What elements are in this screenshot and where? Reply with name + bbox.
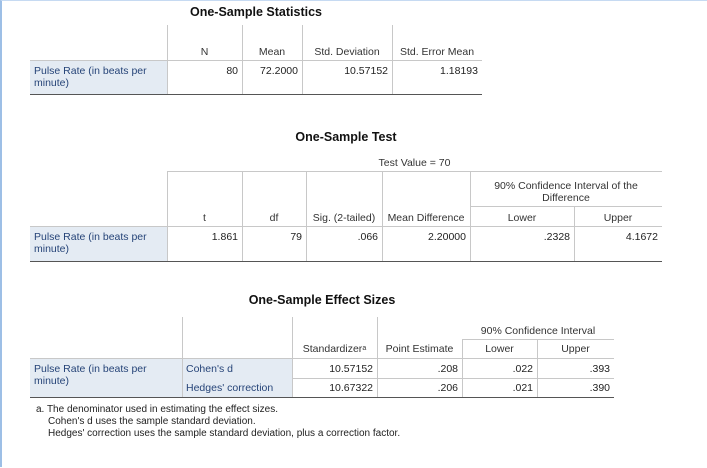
- column-header: Point Estimate: [377, 317, 462, 357]
- row-sublabel: Cohen's d: [182, 359, 292, 378]
- rule: [392, 25, 393, 94]
- cell: 1.18193: [440, 65, 478, 77]
- column-header: Std. Error Mean: [399, 46, 475, 58]
- column-header: t: [203, 212, 206, 224]
- row-label: Pulse Rate (in beats per minute): [30, 359, 182, 397]
- rule: [167, 172, 168, 261]
- column-header: Std. Deviation: [314, 46, 380, 58]
- footnote: a. The denominator used in estimating th…: [36, 404, 278, 415]
- rule: [470, 172, 471, 261]
- cell: 1.861: [211, 231, 238, 243]
- footnote: Cohen's d uses the sample standard devia…: [48, 416, 256, 427]
- spanning-header: Test Value = 70: [378, 157, 451, 169]
- table-title: One-Sample Statistics: [190, 5, 322, 19]
- column-header: Standardizer a: [292, 317, 377, 357]
- cell: 10.57152: [344, 65, 388, 77]
- cell: .066: [357, 231, 378, 243]
- cell: .393: [589, 363, 610, 375]
- cell: .022: [512, 363, 533, 375]
- cell: 79: [290, 231, 302, 243]
- rule: [382, 172, 383, 261]
- cell: .390: [589, 382, 610, 394]
- cell: 80: [226, 65, 238, 77]
- rule: [306, 172, 307, 261]
- rule: [292, 317, 293, 397]
- column-header: Sig. (2-tailed): [312, 212, 376, 224]
- row-sublabel: Hedges' correction: [182, 378, 292, 397]
- header-text: Upper: [561, 343, 590, 355]
- cell: .208: [437, 363, 458, 375]
- rule: [537, 340, 538, 397]
- column-header: Lower: [507, 212, 537, 224]
- header-text: Point Estimate: [385, 343, 454, 355]
- rule: [30, 226, 662, 227]
- column-header: Lower: [462, 340, 537, 357]
- rule: [182, 378, 614, 379]
- column-header: N: [200, 46, 209, 58]
- column-header: Upper: [603, 212, 633, 224]
- cell: .021: [512, 382, 533, 394]
- row-label: Pulse Rate (in beats per minute): [30, 227, 167, 261]
- footnote: Hedges' correction uses the sample stand…: [48, 428, 401, 439]
- cell: 10.57152: [329, 363, 373, 375]
- rule: [302, 25, 303, 94]
- spanning-header: 90% Confidence Interval of the Differenc…: [494, 180, 638, 204]
- cell: 72.2000: [260, 65, 298, 77]
- column-header: Mean Difference: [387, 212, 465, 224]
- header-text: Lower: [485, 343, 514, 355]
- rule: [462, 340, 463, 397]
- cell: 4.1672: [625, 231, 658, 243]
- table-title: One-Sample Effect Sizes: [248, 293, 396, 307]
- rule: [462, 339, 614, 340]
- row-label: Pulse Rate (in beats per minute): [30, 61, 167, 94]
- rule: [30, 261, 662, 262]
- header-text: Standardizer: [302, 343, 363, 355]
- rule: [182, 317, 183, 397]
- rule: [574, 207, 575, 261]
- rule: [167, 171, 662, 172]
- column-header: Mean: [258, 46, 286, 58]
- cell: 10.67322: [329, 382, 373, 394]
- rule: [470, 206, 662, 207]
- cell: .2328: [543, 231, 570, 243]
- footnote-marker: a: [362, 345, 367, 352]
- rule: [167, 25, 168, 94]
- rule: [242, 25, 243, 94]
- column-header: Upper: [537, 340, 614, 357]
- rule: [242, 172, 243, 261]
- rule: [30, 60, 482, 61]
- rule: [30, 94, 482, 95]
- rule: [30, 397, 614, 398]
- cell: .206: [437, 382, 458, 394]
- rule: [30, 358, 614, 359]
- table-title: One-Sample Test: [295, 130, 397, 144]
- spanning-header: 90% Confidence Interval: [480, 325, 596, 337]
- column-header: df: [269, 212, 279, 224]
- rule: [377, 317, 378, 397]
- cell: 2.20000: [428, 231, 466, 243]
